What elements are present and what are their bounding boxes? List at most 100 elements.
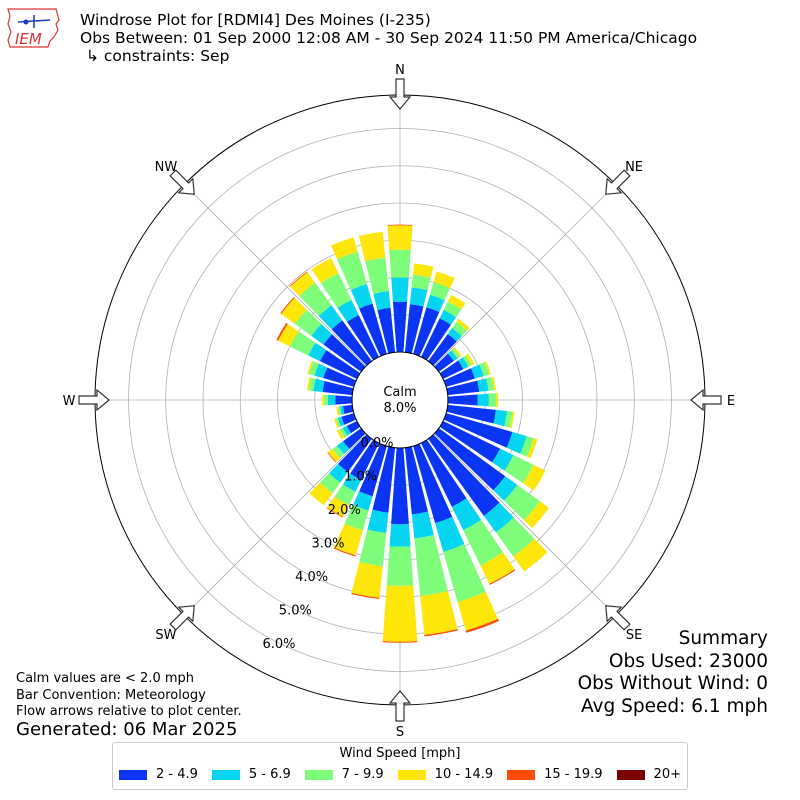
windrose-bar-segment [351, 562, 383, 598]
windrose-bar-segment [276, 322, 288, 341]
windrose-bar-segment [307, 377, 312, 391]
windrose-bar-segment [451, 498, 482, 531]
windrose-bar-segment [439, 420, 501, 463]
flow-arrows-note: Flow arrows relative to plot center. [16, 704, 242, 719]
windrose-bar-segment [480, 552, 515, 584]
windrose-bar-segment [294, 309, 322, 336]
legend: Wind Speed [mph] 2 - 4.9 5 - 6.9 7 - 9.9 10… [112, 742, 688, 790]
windrose-bar-segment [313, 378, 325, 393]
legend-item: 2 - 4.9 [119, 767, 198, 782]
legend-swatch [616, 769, 645, 780]
windrose-bar-segment [451, 348, 461, 359]
windrose-bar-segment [477, 378, 489, 392]
windrose-bar-segment [446, 380, 480, 396]
windrose-bar-segment [409, 287, 428, 307]
windrose-bar-segment [327, 394, 336, 406]
windrose-bar-segment [486, 376, 495, 391]
windrose-bar-segment [404, 304, 424, 354]
windrose-bar-segment [483, 502, 514, 533]
windrose-bar-segment [412, 263, 434, 278]
windrose-bar-segment [351, 592, 380, 599]
windrose-bar-segment [420, 439, 467, 507]
windrose-bar-segment [493, 476, 518, 501]
windrose-bar-segment [331, 320, 372, 366]
windrose-bar-segment [492, 448, 514, 471]
windrose-bar-segment [278, 324, 299, 347]
windrose-bar-segment [386, 546, 414, 586]
direction-label: N [395, 63, 405, 78]
windrose-bars [276, 224, 550, 643]
polar-overlay: 0.0% 1.0% 2.0% 3.0% 4.0% 5.0% 6.0% N NE E SE S SW W NW [63, 63, 736, 740]
plot-notes: Calm values are < 2.0 mph Bar Convention… [16, 671, 242, 721]
flow-arrow-icon [388, 78, 412, 110]
generated-date: Generated: 06 Mar 2025 [16, 719, 238, 740]
windrose-bar-segment [389, 249, 411, 278]
windrose-bar-segment [330, 237, 358, 260]
windrose-bar-segment [308, 342, 327, 362]
legend-swatch [211, 769, 240, 780]
windrose-bar-segment [524, 501, 550, 529]
windrose-bar-segment [443, 368, 475, 387]
flow-arrow-icon [78, 388, 110, 412]
windrose-bar-segment [447, 394, 478, 406]
windrose-bar-segment [342, 425, 352, 436]
summary-avg-speed: Avg Speed: 6.1 mph [580, 695, 768, 717]
windrose-bar-segment [404, 446, 429, 515]
windrose-bar-segment [332, 445, 345, 459]
windrose-bar-segment [335, 417, 341, 428]
windrose-bar-segment [359, 443, 387, 497]
windrose-bar-segment [324, 394, 328, 406]
windrose-bar-segment [338, 434, 372, 473]
windrose-bar-segment [477, 393, 489, 407]
direction-label: NW [155, 160, 178, 175]
windrose-bar-segment [506, 432, 527, 454]
calm-label: Calm [383, 385, 416, 400]
radial-tick-label: 0.0% [360, 436, 393, 451]
direction-label: SE [626, 628, 642, 643]
legend-label: 7 - 9.9 [341, 767, 384, 782]
windrose-bar-segment [314, 363, 328, 379]
windrose-bar-segment [336, 429, 345, 440]
windrose-bar-segment [299, 282, 332, 317]
windrose-bar-segment [344, 505, 369, 531]
chart-title: Windrose Plot for [RDMI4] Des Moines (I-… [80, 11, 431, 29]
windrose-bar-segment [326, 507, 344, 518]
windrose-bar-segment [367, 509, 389, 533]
windrose-bar-segment [434, 353, 454, 372]
windrose-bar-segment [456, 318, 470, 331]
radial-tick-label: 6.0% [262, 637, 295, 652]
windrose-bar-segment [342, 404, 354, 414]
chart-header: Windrose Plot for [RDMI4] Des Moines (I-… [80, 11, 697, 65]
windrose-bar-segment [496, 392, 499, 408]
legend-item: 7 - 9.9 [304, 767, 384, 782]
windrose-bar-segment [343, 428, 366, 449]
direction-spoke [184, 184, 367, 367]
windrose-bar-segment [319, 473, 341, 494]
direction-label: E [727, 394, 735, 409]
windrose-bar-segment [420, 318, 451, 361]
windrose-bar-segment [323, 367, 357, 387]
logo-text: IEM [15, 30, 42, 48]
summary-box: Summary Obs Used: 23000 Obs Without Wind… [578, 628, 768, 718]
windrose-bar-segment [414, 535, 448, 596]
windrose-bar-segment [281, 297, 307, 324]
windrose-bar-segment [322, 381, 354, 396]
windrose-bar-segment [513, 538, 548, 572]
windrose-bar-segment [471, 364, 484, 379]
windrose-bar-segment [311, 257, 339, 284]
summary-obs-without-wind: Obs Without Wind: 0 [577, 673, 768, 694]
windrose-bar-segment [392, 301, 408, 353]
windrose-bar-segment [382, 641, 418, 643]
windrose-bar-segment [453, 347, 462, 357]
windrose-bar-segment [359, 303, 387, 357]
windrose-bar-segment [382, 585, 418, 642]
windrose-bar-segment [346, 420, 361, 434]
legend-swatch [119, 769, 147, 780]
bar-convention-note: Bar Convention: Meteorology [16, 687, 206, 703]
radial-tick-label: 2.0% [328, 503, 361, 518]
windrose-bar-segment [488, 393, 497, 407]
windrose-bar-segment [338, 406, 342, 416]
windrose-bar-segment [434, 428, 506, 491]
radial-tick-label: 5.0% [279, 604, 312, 619]
